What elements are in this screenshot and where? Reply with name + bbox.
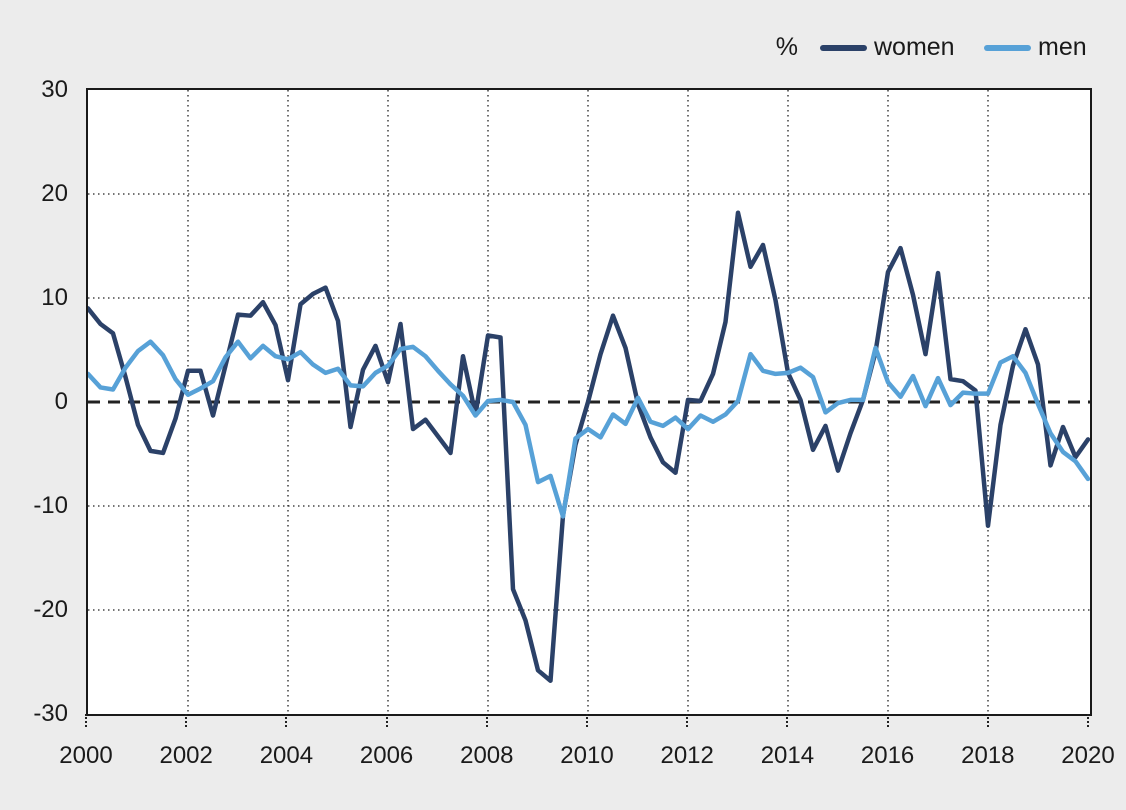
x-axis-tick-mark	[686, 714, 689, 727]
x-axis-tick-mark	[185, 714, 188, 727]
legend-women-line-swatch	[820, 45, 867, 51]
men-line	[88, 339, 1090, 519]
legend-men-line-swatch	[984, 45, 1031, 51]
x-axis-tick-mark	[1087, 714, 1089, 727]
y-axis-tick-label: -30	[33, 700, 68, 727]
y-axis-tick-label: -20	[33, 596, 68, 623]
x-axis-tick-mark	[385, 714, 388, 727]
x-axis-tick-mark	[85, 714, 87, 727]
x-axis-tick-mark	[786, 714, 789, 727]
x-axis-tick-mark	[285, 714, 288, 727]
y-axis-tick-label: 30	[41, 76, 68, 103]
y-axis-tick-label: 0	[54, 388, 68, 415]
x-axis-tick-label: 2016	[860, 742, 915, 769]
x-axis-tick-label: 2010	[560, 742, 614, 769]
x-axis-tick-label: 2000	[59, 742, 113, 769]
x-axis-tick-label: 2012	[660, 742, 714, 769]
x-axis-tick-mark	[986, 714, 989, 727]
legend-men-label: men	[1038, 33, 1087, 61]
y-axis-tick-label: 10	[41, 284, 68, 311]
x-axis-tick-label: 2018	[961, 742, 1015, 769]
x-axis-tick-mark	[485, 714, 488, 727]
x-axis-tick-label: 2002	[159, 742, 213, 769]
legend-women-label: women	[874, 33, 955, 61]
x-axis-tick-mark	[586, 714, 588, 727]
x-axis-tick-label: 2006	[359, 742, 414, 769]
x-axis-tick-label: 2020	[1061, 742, 1115, 769]
y-axis-unit-label: %	[775, 33, 798, 61]
plot-area	[86, 88, 1092, 716]
x-axis-tick-label: 2008	[460, 742, 514, 769]
x-axis-tick-label: 2014	[760, 742, 815, 769]
women-line	[88, 210, 1090, 683]
y-axis-tick-label: 20	[41, 180, 68, 207]
chart-canvas	[88, 90, 1090, 714]
x-axis-tick-mark	[886, 714, 889, 727]
x-axis-tick-label: 2004	[259, 742, 314, 769]
y-axis-tick-label: -10	[33, 492, 68, 519]
